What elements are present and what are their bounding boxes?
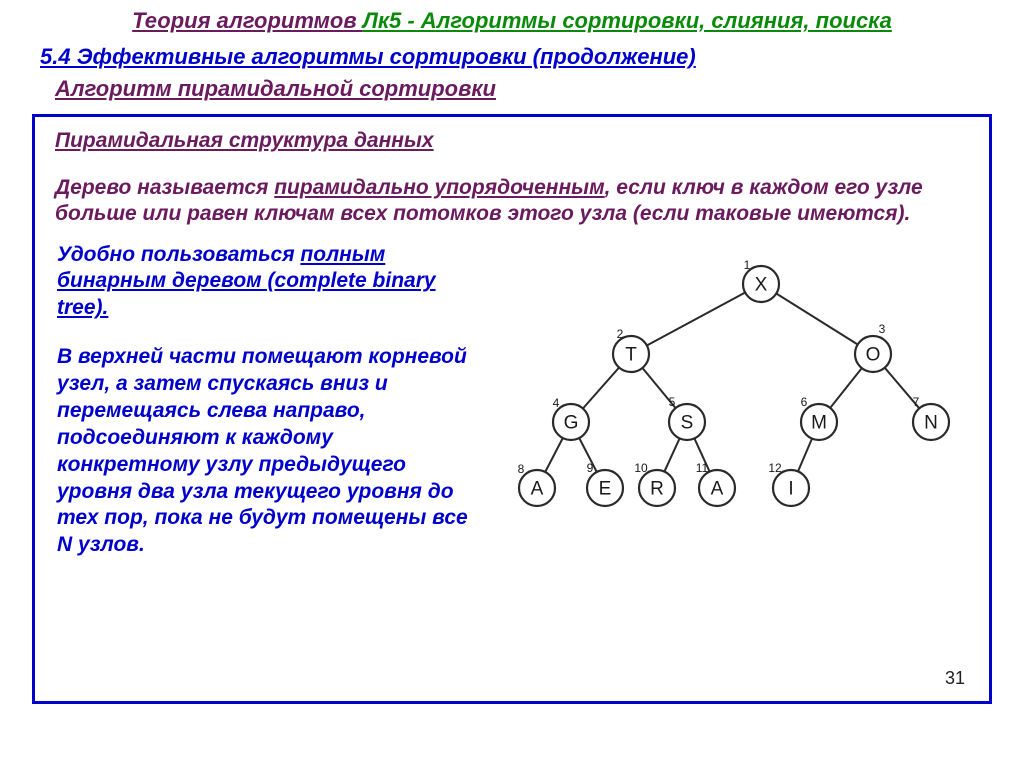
svg-text:2: 2: [617, 327, 624, 341]
tree-node: I 12: [768, 461, 809, 506]
tree-node: E9: [587, 461, 623, 506]
svg-text:3: 3: [879, 322, 886, 336]
definition-paragraph: Дерево называется пирамидально упорядоче…: [55, 175, 969, 228]
para-description: В верхней части помещают корневой узел, …: [57, 344, 477, 559]
svg-text:N: N: [924, 412, 938, 433]
svg-text:G: G: [564, 412, 579, 433]
tree-node: M6: [801, 395, 837, 440]
tree-edge: [830, 368, 862, 408]
tree-edge: [776, 293, 857, 344]
svg-text:7: 7: [913, 395, 920, 409]
tree-node: T2: [613, 327, 649, 372]
svg-text:12: 12: [768, 461, 782, 475]
tree-node: S5: [669, 395, 705, 440]
svg-text:I: I: [788, 478, 793, 499]
tree-node: X1: [743, 258, 779, 302]
tree-node: A8: [518, 462, 555, 506]
left-column: Удобно пользоваться полным бинарным дере…: [55, 242, 477, 602]
tree-node: A11: [696, 461, 735, 506]
def-pre: Дерево называется: [55, 176, 274, 199]
ct-pre: Удобно пользоваться: [57, 243, 300, 266]
tree-node: O3: [855, 322, 891, 372]
tree-node: N7: [913, 395, 949, 440]
tree-edge: [583, 367, 619, 408]
title-part2: Лк5 - Алгоритмы сортировки, слияния, пои…: [363, 8, 892, 33]
svg-text:1: 1: [744, 258, 751, 272]
tree-svg: X1T2O3G4S5M6N7A8E9R10A11I12: [501, 250, 971, 550]
svg-text:11: 11: [696, 461, 709, 475]
svg-text:R: R: [650, 478, 664, 499]
section-subtitle: 5.4 Эффективные алгоритмы сортировки (пр…: [40, 44, 1024, 70]
svg-text:A: A: [531, 478, 544, 499]
box-heading: Пирамидальная структура данных: [55, 129, 969, 153]
tree-node: G4: [553, 396, 589, 440]
tree-edge: [798, 438, 812, 471]
svg-text:M: M: [811, 412, 827, 433]
tree-edge: [545, 438, 563, 472]
topic-subtitle: Алгоритм пирамидальной сортировки: [55, 76, 1024, 102]
def-term: пирамидально упорядоченным: [274, 176, 604, 199]
tree-edge: [647, 292, 745, 345]
svg-text:8: 8: [518, 462, 525, 476]
svg-text:O: O: [866, 344, 881, 365]
svg-text:4: 4: [553, 396, 560, 410]
title-part1: Теория алгоритмов: [132, 8, 363, 33]
svg-text:6: 6: [801, 395, 808, 409]
page-number: 31: [945, 668, 965, 689]
slide: Теория алгоритмов Лк5 - Алгоритмы сортир…: [0, 8, 1024, 775]
svg-text:E: E: [599, 478, 612, 499]
page-title-line: Теория алгоритмов Лк5 - Алгоритмы сортир…: [0, 8, 1024, 34]
svg-text:A: A: [711, 478, 724, 499]
svg-text:T: T: [625, 344, 637, 365]
para-complete-tree: Удобно пользоваться полным бинарным дере…: [57, 242, 477, 323]
tree-diagram: X1T2O3G4S5M6N7A8E9R10A11I12: [501, 242, 969, 602]
tree-node: R10: [634, 461, 675, 506]
tree-edge: [664, 438, 679, 471]
svg-text:5: 5: [669, 395, 676, 409]
svg-text:9: 9: [587, 461, 594, 475]
lower-row: Удобно пользоваться полным бинарным дере…: [55, 242, 969, 602]
content-box: Пирамидальная структура данных Дерево на…: [32, 114, 992, 704]
svg-text:S: S: [681, 412, 694, 433]
svg-text:X: X: [755, 274, 768, 295]
svg-text:10: 10: [634, 461, 648, 475]
